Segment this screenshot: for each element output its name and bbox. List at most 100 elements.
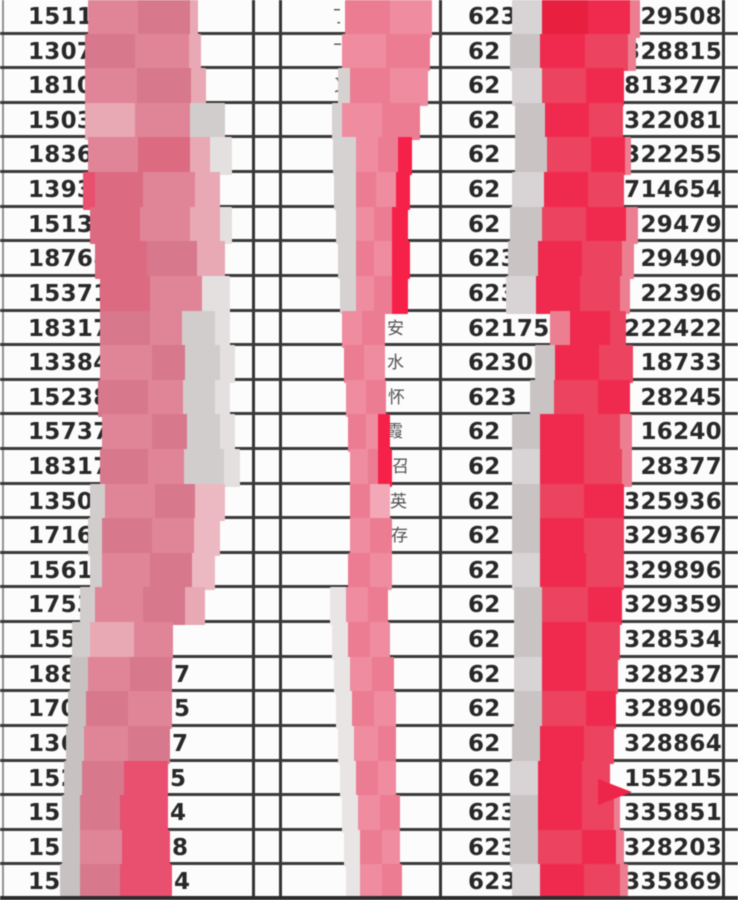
card-number-prefix: 62 (468, 488, 501, 515)
censor-mosaic-left (98, 379, 230, 418)
phone-number-tail-digit: 7 (174, 661, 191, 688)
censor-mosaic-middle (338, 241, 410, 279)
censor-mosaic-left (64, 760, 168, 799)
phone-number-tail-digit: 4 (170, 800, 187, 827)
censor-mosaic-middle (332, 102, 420, 141)
censor-mosaic-left (90, 552, 215, 591)
censor-mosaic-middle (336, 206, 408, 245)
censor-mosaic-left (66, 725, 170, 764)
column-border-line (722, 0, 725, 900)
phone-number-cell: 1350 (28, 488, 94, 515)
censor-mosaic-middle (350, 518, 392, 556)
censor-mosaic-middle (334, 172, 410, 210)
censor-mosaic-middle (340, 275, 408, 314)
card-number-prefix: 62 (468, 557, 501, 584)
phone-number-cell: 18317 (28, 315, 110, 342)
censor-mosaic-left (72, 622, 173, 660)
censor-mosaic-middle (350, 449, 392, 487)
red-arrow-annotation (598, 779, 632, 805)
censor-mosaic-left (70, 656, 172, 695)
censor-mosaic-left (60, 864, 172, 896)
censor-mosaic-middle (338, 725, 396, 764)
card-number-prefix: 62 (468, 696, 501, 723)
censor-mosaic-middle (334, 656, 394, 695)
card-number-prefix: 623 (468, 800, 517, 827)
card-number-suffix: 714654 (624, 177, 722, 204)
card-number-suffix: 29508 (640, 4, 722, 30)
card-number-suffix: 329359 (624, 592, 722, 619)
censor-mosaic-middle (338, 68, 428, 106)
censor-mosaic-left (88, 137, 232, 176)
phone-number-cell: 13384 (28, 350, 110, 377)
phone-number-cell: 18317 (28, 454, 110, 480)
censor-mosaic-left (100, 345, 235, 383)
card-number-suffix: 29479 (640, 211, 722, 238)
phone-number-tail-digit: 4 (174, 869, 191, 896)
card-number-prefix: 623 (468, 834, 517, 861)
censor-mosaic-left (68, 691, 172, 729)
censor-mosaic-middle (344, 829, 400, 868)
censor-mosaic-left (100, 275, 230, 314)
censor-mosaic-right (512, 68, 624, 106)
card-number-prefix: 62 (468, 592, 501, 619)
card-number-suffix: 322255 (624, 142, 722, 169)
card-number-suffix: 328906 (624, 696, 722, 723)
censor-mosaic-middle (342, 795, 400, 833)
card-number-prefix: 62 (468, 73, 501, 100)
partial-glyph: 水 (387, 353, 404, 374)
censor-mosaic-right (515, 102, 623, 141)
card-number-prefix: 623 (468, 384, 517, 411)
censor-mosaic-middle (345, 0, 432, 38)
phone-number-cell: 1511 (28, 4, 94, 30)
card-number-suffix: 322081 (624, 107, 722, 134)
censor-mosaic-left (100, 449, 240, 487)
card-number-suffix: 222422 (624, 315, 722, 342)
name-character-fragment: 霞 (386, 415, 404, 450)
card-number-suffix: 328815 (624, 38, 722, 65)
card-number-prefix: 62 (468, 211, 501, 238)
censor-mosaic-left (90, 483, 225, 522)
card-number-suffix: 18733 (640, 350, 722, 377)
phone-number-tail-digit: 7 (172, 730, 189, 757)
partial-glyph: 存 (391, 526, 408, 547)
censor-mosaic-middle (348, 552, 392, 591)
censor-mosaic-right (512, 552, 624, 591)
censor-mosaic-right (510, 33, 636, 72)
phone-number-cell: 1307 (28, 38, 94, 65)
name-character-fragment: 安 (387, 312, 405, 347)
card-number-prefix: 623 (468, 4, 517, 30)
censor-mosaic-right (512, 725, 614, 764)
phone-number-cell: 1716 (28, 523, 94, 550)
name-character-fragment: 存 (391, 519, 409, 554)
censor-mosaic-middle (332, 622, 390, 660)
censor-mosaic-left (88, 518, 220, 556)
censor-mosaic-middle (330, 587, 388, 626)
censor-mosaic-right (514, 691, 616, 729)
card-number-prefix: 62 (468, 730, 501, 757)
name-character-fragment: 水 (387, 346, 405, 381)
card-number-suffix: 22396 (640, 280, 722, 307)
phone-number-cell: 188 (28, 661, 77, 688)
card-number-prefix: 62 (468, 661, 501, 688)
partial-glyph: 英 (390, 491, 407, 512)
partial-glyph: 怀 (388, 387, 405, 408)
card-number-suffix: 155215 (624, 765, 722, 792)
censor-mosaic-right (550, 310, 626, 349)
censor-mosaic-middle (348, 414, 390, 452)
censor-mosaic-left (95, 241, 225, 279)
censor-mosaic-left (100, 310, 230, 349)
column-border-line (279, 0, 282, 900)
phone-number-cell: 1836 (28, 142, 94, 169)
card-number-prefix: 62 (468, 177, 501, 204)
column-border-line (252, 0, 255, 900)
censor-mosaic-right (512, 449, 632, 487)
partial-glyph: 飞 (333, 35, 341, 70)
censor-mosaic-middle (350, 483, 390, 522)
card-number-suffix: 16240 (640, 419, 722, 446)
censor-mosaic-right (512, 483, 624, 522)
name-character-fragment: 召 (392, 450, 410, 485)
censor-mosaic-right (535, 345, 633, 383)
card-number-prefix: 62 (468, 38, 501, 65)
censor-mosaic-right (510, 760, 610, 799)
